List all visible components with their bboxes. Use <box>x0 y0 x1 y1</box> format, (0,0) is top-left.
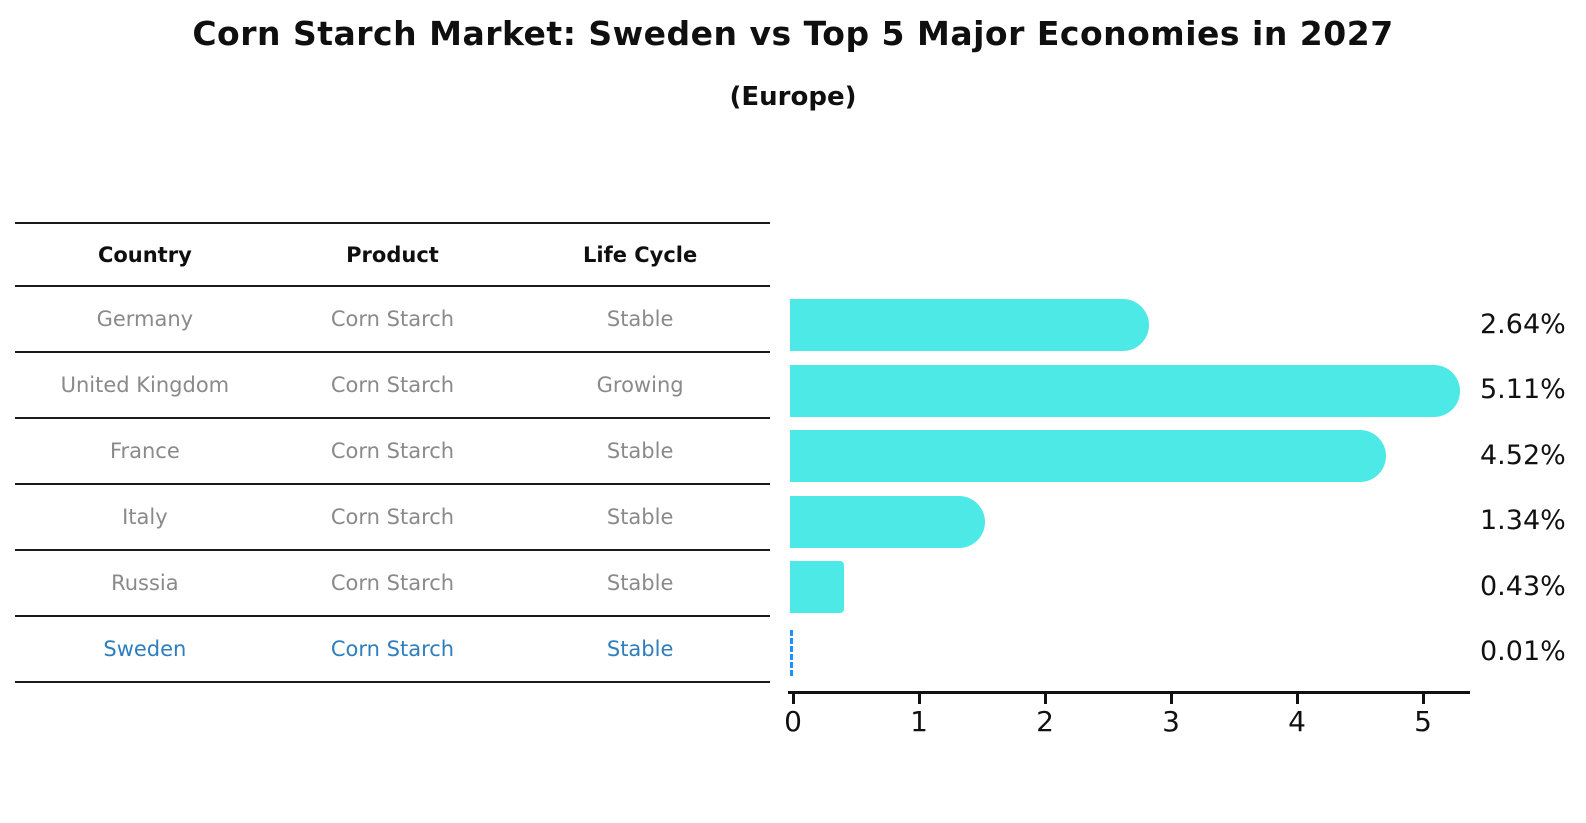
cell-country: Germany <box>96 307 194 331</box>
x-axis-tick <box>792 694 795 704</box>
x-tick-label-4: 4 <box>1288 705 1306 738</box>
x-axis-tick <box>918 694 921 704</box>
chart-subtitle: (Europe) <box>729 82 857 112</box>
x-tick-label-2: 2 <box>1036 705 1054 738</box>
value-label-germany: 2.64% <box>1480 309 1566 340</box>
header-product: Product <box>346 242 439 267</box>
cell-product: Corn Starch <box>330 505 455 529</box>
table-row-united-kingdom: United Kingdom Corn Starch Growing <box>15 353 770 419</box>
chart-title: Corn Starch Market: Sweden vs Top 5 Majo… <box>192 14 1394 53</box>
bar-sweden <box>790 630 797 676</box>
cell-life-cycle: Stable <box>606 505 674 529</box>
table-row-italy: Italy Corn Starch Stable <box>15 485 770 551</box>
x-tick-label-0: 0 <box>784 705 802 738</box>
bar-russia <box>790 561 844 613</box>
value-label-italy: 1.34% <box>1480 505 1566 536</box>
value-label-united-kingdom: 5.11% <box>1480 374 1566 405</box>
cell-product: Corn Starch <box>330 307 455 331</box>
cell-country: Sweden <box>103 637 187 661</box>
bar-united-kingdom <box>790 365 1460 417</box>
x-tick-label-5: 5 <box>1414 705 1432 738</box>
table-row-france: France Corn Starch Stable <box>15 419 770 485</box>
header-life-cycle: Life Cycle <box>582 242 698 267</box>
cell-product: Corn Starch <box>330 571 455 595</box>
cell-country: United Kingdom <box>60 373 230 397</box>
cell-life-cycle: Stable <box>606 637 674 661</box>
table-row-germany: Germany Corn Starch Stable <box>15 287 770 353</box>
cell-country: Russia <box>111 571 179 595</box>
cell-product: Corn Starch <box>330 373 455 397</box>
x-axis-tick <box>1296 694 1299 704</box>
x-axis-tick <box>1422 694 1425 704</box>
value-label-russia: 0.43% <box>1480 571 1566 602</box>
x-tick-label-3: 3 <box>1162 705 1180 738</box>
cell-product: Corn Starch <box>330 439 455 463</box>
cell-country: France <box>109 439 180 463</box>
cell-life-cycle: Stable <box>606 307 674 331</box>
bar-italy <box>790 496 985 548</box>
cell-life-cycle: Stable <box>606 571 674 595</box>
x-axis-tick <box>1170 694 1173 704</box>
bar-france <box>790 430 1386 482</box>
x-tick-label-1: 1 <box>910 705 928 738</box>
x-axis-tick <box>1044 694 1047 704</box>
cell-life-cycle: Stable <box>606 439 674 463</box>
table-header-row: Country Product Life Cycle <box>15 224 770 287</box>
header-country: Country <box>97 242 192 267</box>
table-row-russia: Russia Corn Starch Stable <box>15 551 770 617</box>
value-label-sweden: 0.01% <box>1480 636 1566 667</box>
x-axis-line <box>788 691 1470 694</box>
cell-country: Italy <box>122 505 168 529</box>
table-row-sweden: Sweden Corn Starch Stable <box>15 617 770 683</box>
cell-life-cycle: Growing <box>596 373 684 397</box>
bar-germany <box>790 299 1149 351</box>
value-label-france: 4.52% <box>1480 440 1566 471</box>
country-table: Country Product Life Cycle Germany Corn … <box>15 222 770 683</box>
cell-product: Corn Starch <box>330 637 455 661</box>
